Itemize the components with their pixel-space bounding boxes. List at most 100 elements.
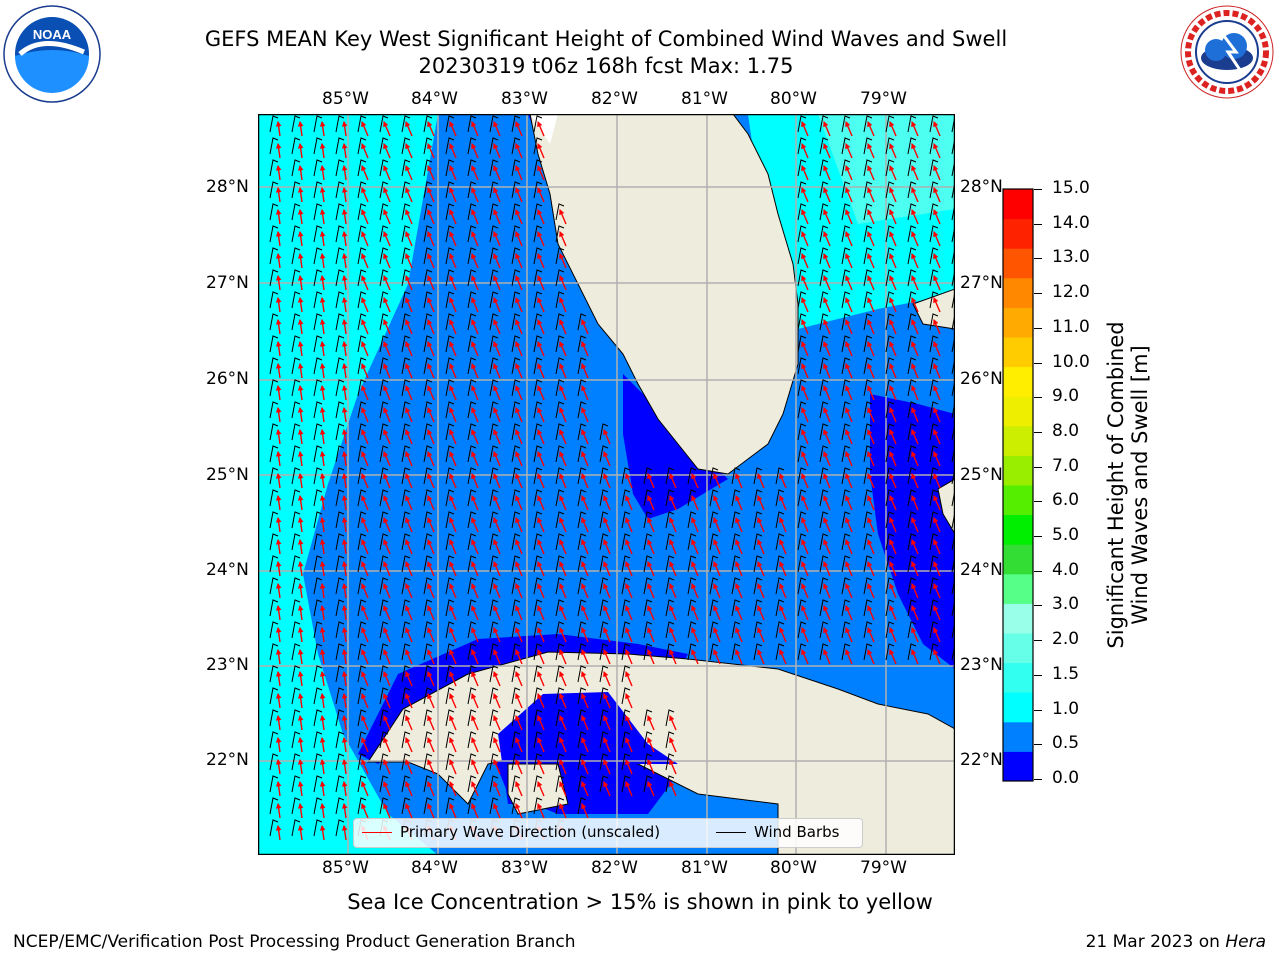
wind-barb (599, 489, 609, 507)
wave-direction-arrow (275, 296, 282, 313)
footer-organization: NCEP/EMC/Verification Post Processing Pr… (13, 932, 576, 952)
wave-direction-arrow (427, 780, 435, 797)
wave-direction-arrow (625, 626, 633, 643)
wave-direction-arrow (493, 714, 501, 731)
wave-direction-arrow (625, 538, 633, 555)
wind-barb (313, 797, 323, 815)
wind-barb (951, 599, 955, 617)
wave-direction-arrow (297, 450, 304, 467)
wind-barb (841, 115, 851, 133)
wave-direction-arrow (735, 626, 743, 643)
wave-direction-arrow (933, 604, 941, 621)
wave-direction-arrow (779, 538, 787, 555)
wave-direction-arrow (801, 582, 809, 599)
wave-direction-arrow (647, 736, 655, 753)
wind-barb (291, 379, 301, 397)
wind-barb (489, 115, 499, 133)
wind-barb (467, 511, 477, 529)
wave-direction-arrow (297, 164, 304, 181)
wind-barb (291, 731, 301, 749)
wave-direction-arrow (581, 384, 589, 401)
wind-barb (423, 709, 433, 727)
wind-barb (885, 643, 895, 661)
wave-direction-arrow (603, 736, 611, 753)
wind-barb (621, 533, 631, 551)
wind-barb (599, 445, 609, 463)
wind-barb (467, 423, 477, 441)
wind-barb (819, 225, 829, 243)
wind-barb (775, 489, 785, 507)
wind-barb (819, 357, 829, 375)
wind-barb (489, 357, 499, 375)
wind-barb (687, 467, 697, 485)
wind-barb (841, 379, 851, 397)
wind-barb (863, 423, 873, 441)
wave-direction-arrow (691, 604, 699, 621)
colorbar-segment (1003, 396, 1033, 427)
wind-barb (489, 643, 499, 661)
wave-direction-arrow (537, 274, 545, 291)
wind-barb (335, 423, 345, 441)
colorbar-tick-label: 0.5 (1052, 733, 1080, 754)
wind-barb (489, 621, 499, 639)
wind-barb (533, 445, 543, 463)
wind-barb (291, 335, 301, 353)
wind-barb (885, 511, 895, 529)
colorbar-tick-mark (1034, 501, 1042, 503)
wave-direction-arrow (449, 692, 457, 709)
wind-barb (929, 203, 939, 221)
wave-direction-arrow (603, 714, 611, 731)
wave-direction-arrow (559, 538, 567, 555)
wind-barb (313, 159, 323, 177)
wave-direction-arrow (845, 582, 853, 599)
wind-barb (467, 577, 477, 595)
wave-direction-arrow (493, 296, 501, 313)
wave-direction-arrow (537, 252, 545, 269)
wave-direction-arrow (471, 450, 479, 467)
wave-direction-arrow (405, 714, 413, 731)
wave-direction-arrow (427, 758, 435, 775)
wave-direction-arrow (867, 186, 875, 203)
wave-direction-arrow (405, 120, 413, 137)
wind-barb (841, 489, 851, 507)
land-bahamas (912, 288, 955, 535)
wind-barb (951, 137, 955, 155)
wind-barb (489, 511, 499, 529)
wind-barb (379, 445, 389, 463)
wind-barb (841, 423, 851, 441)
wind-barb (511, 599, 521, 617)
wind-barb (335, 291, 345, 309)
lat-label-right-24n: 24°N (960, 560, 1003, 580)
wave-direction-arrow (471, 120, 479, 137)
wave-direction-arrow (911, 362, 919, 379)
wind-barb (423, 379, 433, 397)
wind-barb (907, 291, 917, 309)
wind-barb (269, 533, 279, 551)
wave-direction-arrow (581, 582, 589, 599)
wind-barb (335, 379, 345, 397)
wave-direction-arrow (845, 406, 853, 423)
wave-direction-arrow (911, 164, 919, 181)
wave-direction-arrow (735, 516, 743, 533)
wave-direction-arrow (515, 450, 523, 467)
wave-direction-arrow (625, 560, 633, 577)
wind-barb (797, 181, 807, 199)
wind-barb (379, 401, 389, 419)
wind-barb (423, 687, 433, 705)
wind-barb (797, 533, 807, 551)
wind-barb (511, 357, 521, 375)
wind-barb (555, 533, 565, 551)
wind-barb (665, 511, 675, 529)
wind-barb (423, 775, 433, 793)
wind-barb (577, 357, 587, 375)
wave-direction-arrow (933, 648, 941, 665)
colorbar-tick-mark (1034, 293, 1042, 295)
wave-direction-arrow (801, 406, 809, 423)
wind-barb (269, 687, 279, 705)
wind-barb (731, 467, 741, 485)
wave-direction-arrow (823, 186, 831, 203)
wave-direction-arrow (383, 560, 391, 577)
colorbar-tick-label: 11.0 (1052, 316, 1090, 337)
wind-barb (885, 533, 895, 551)
wind-barb (489, 599, 499, 617)
